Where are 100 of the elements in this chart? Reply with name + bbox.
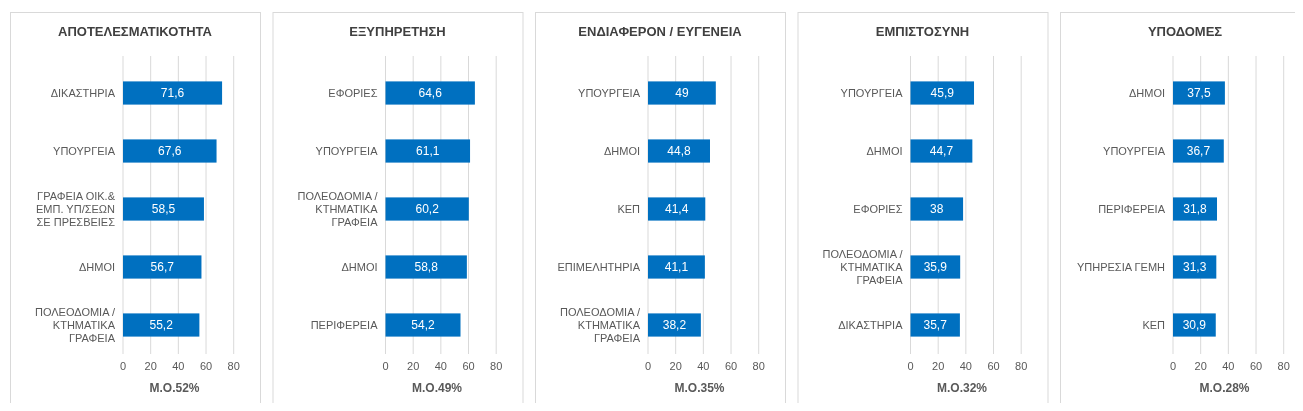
x-tick-label: 40 (172, 360, 185, 372)
data-label: 35,7 (923, 318, 948, 333)
y-tick-label: ΠΕΡΙΦΕΡΕΙΑ (310, 318, 379, 331)
bar (123, 313, 200, 337)
data-label: 31,3 (1182, 260, 1207, 275)
y-tick-label: ΔΗΜΟΙ (603, 144, 640, 157)
x-tick-label: 40 (1222, 360, 1235, 372)
data-label: 35,9 (923, 260, 948, 275)
x-axis-title: Μ.Ο.49% (411, 381, 463, 395)
x-axis-title: Μ.Ο.28% (1199, 381, 1250, 395)
x-tick-label: 80 (490, 360, 503, 372)
data-label: 44,8 (667, 144, 691, 159)
x-tick-label: 20 (1194, 360, 1207, 372)
data-label: 37,5 (1187, 86, 1211, 101)
bar (123, 255, 202, 279)
data-label: 38,2 (662, 318, 687, 333)
chart-title: ΥΠΟΔΟΜΕΣ (1147, 24, 1223, 39)
data-label: 41,4 (664, 202, 689, 217)
y-tick-label: ΚΕΠ (1142, 318, 1166, 331)
y-tick-label: ΥΠΟΥΡΓΕΙΑ (578, 86, 641, 99)
x-tick-label: 40 (697, 360, 710, 372)
data-label: 36,7 (1186, 144, 1211, 159)
bar (385, 255, 467, 279)
bar (123, 81, 223, 105)
bar (648, 313, 701, 337)
data-label: 58,5 (151, 202, 176, 217)
y-tick-label: ΠΟΛΕΟΔΟΜΙΑ / ΚΤΗΜΑΤΙΚΑ ΓΡΑΦΕΙΑ (559, 305, 641, 344)
x-tick-label: 40 (434, 360, 447, 372)
x-tick-label: 60 (987, 360, 1000, 372)
x-tick-label: 80 (1015, 360, 1028, 372)
y-tick-label: ΥΠΟΥΡΓΕΙΑ (840, 86, 904, 99)
data-label: 67,6 (158, 144, 182, 159)
y-tick-label: ΔΙΚΑΣΤΗΡΙΑ (838, 318, 904, 331)
x-tick-label: 20 (669, 360, 682, 372)
chart-title: ΑΠΟΤΕΛΕΣΜΑΤΙΚΟΤΗΤΑ (58, 24, 213, 39)
bar (1173, 197, 1217, 221)
data-label: 58,8 (414, 260, 439, 275)
x-tick-label: 80 (752, 360, 765, 372)
x-tick-label: 60 (462, 360, 475, 372)
data-label: 64,6 (418, 86, 443, 101)
bar (385, 197, 469, 221)
x-axis-title: Μ.Ο.52% (149, 381, 200, 395)
bar (1173, 313, 1216, 337)
x-axis-title: Μ.Ο.32% (936, 381, 988, 395)
bar (648, 197, 706, 221)
data-label: 71,6 (160, 86, 185, 101)
bar (1173, 255, 1217, 279)
x-axis-title: Μ.Ο.35% (674, 381, 725, 395)
y-tick-label: ΕΦΟΡΙΕΣ (328, 86, 378, 99)
chart-title: ΕΞΥΠΗΡΕΤΗΣΗ (349, 24, 446, 39)
chart-title: ΕΝΔΙΑΦΕΡΟΝ / ΕΥΓΕΝΕΙΑ (578, 24, 743, 39)
bar (910, 139, 973, 163)
data-label: 54,2 (411, 318, 435, 333)
y-tick-label: ΔΗΜΟΙ (78, 260, 115, 273)
bar (910, 81, 975, 105)
data-label: 56,7 (150, 260, 175, 275)
y-tick-label: ΠΟΛΕΟΔΟΜΙΑ / ΚΤΗΜΑΤΙΚΑ ΓΡΑΦΕΙΑ (34, 305, 116, 344)
bar (385, 139, 471, 163)
bar (648, 255, 705, 279)
chart-title: ΕΜΠΙΣΤΟΣΥΝΗ (875, 24, 970, 39)
x-tick-label: 80 (227, 360, 240, 372)
y-tick-label: ΥΠΗΡΕΣΙΑ ΓΕΜΗ (1076, 260, 1166, 273)
bar (385, 81, 475, 105)
bar (123, 197, 204, 221)
x-tick-label: 0 (382, 360, 389, 372)
bar (385, 313, 461, 337)
bar (910, 313, 960, 337)
bar (1173, 81, 1225, 105)
data-label: 60,2 (415, 202, 440, 217)
bar (1173, 139, 1224, 163)
y-tick-label: ΚΕΠ (617, 202, 641, 215)
x-tick-label: 60 (724, 360, 738, 372)
y-tick-label: ΔΗΜΟΙ (1128, 86, 1165, 99)
y-tick-label: ΥΠΟΥΡΓΕΙΑ (1103, 144, 1166, 157)
x-tick-label: 20 (932, 360, 945, 372)
y-tick-label: ΕΦΟΡΙΕΣ (853, 202, 903, 215)
y-tick-label: ΥΠΟΥΡΓΕΙΑ (315, 144, 379, 157)
x-tick-label: 20 (407, 360, 420, 372)
bar (910, 197, 964, 221)
x-tick-label: 40 (959, 360, 972, 372)
x-tick-label: 80 (1277, 360, 1290, 372)
data-label: 49 (675, 86, 689, 101)
x-tick-label: 20 (144, 360, 157, 372)
data-label: 44,7 (929, 144, 954, 159)
data-label: 45,9 (930, 86, 955, 101)
y-tick-label: ΔΗΜΟΙ (866, 144, 903, 157)
x-tick-label: 0 (1169, 360, 1177, 372)
y-tick-label: ΠΕΡΙΦΕΡΕΙΑ (1098, 202, 1166, 215)
data-label: 61,1 (416, 144, 440, 159)
bar (648, 139, 710, 163)
y-tick-label: ΠΟΛΕΟΔΟΜΙΑ / ΚΤΗΜΑΤΙΚΑ ΓΡΑΦΕΙΑ (822, 247, 904, 286)
y-tick-label: ΥΠΟΥΡΓΕΙΑ (53, 144, 116, 157)
bar (648, 81, 716, 105)
y-tick-label: ΔΗΜΟΙ (341, 260, 378, 273)
y-tick-label: ΠΟΛΕΟΔΟΜΙΑ / ΚΤΗΜΑΤΙΚΑ ΓΡΑΦΕΙΑ (297, 189, 379, 228)
data-label: 31,8 (1183, 202, 1207, 217)
x-tick-label: 0 (907, 360, 914, 372)
x-tick-label: 60 (199, 360, 213, 372)
x-tick-label: 0 (119, 360, 127, 372)
data-label: 55,2 (149, 318, 174, 333)
